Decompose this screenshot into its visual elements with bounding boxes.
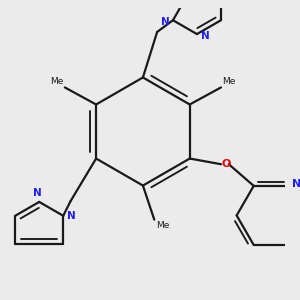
Text: N: N <box>292 179 300 189</box>
Text: N: N <box>67 211 76 221</box>
Text: Me: Me <box>222 77 236 86</box>
Text: Me: Me <box>50 77 63 86</box>
Text: O: O <box>221 159 231 169</box>
Text: Me: Me <box>156 221 169 230</box>
Text: N: N <box>33 188 42 198</box>
Text: N: N <box>160 16 169 27</box>
Text: N: N <box>200 31 209 40</box>
